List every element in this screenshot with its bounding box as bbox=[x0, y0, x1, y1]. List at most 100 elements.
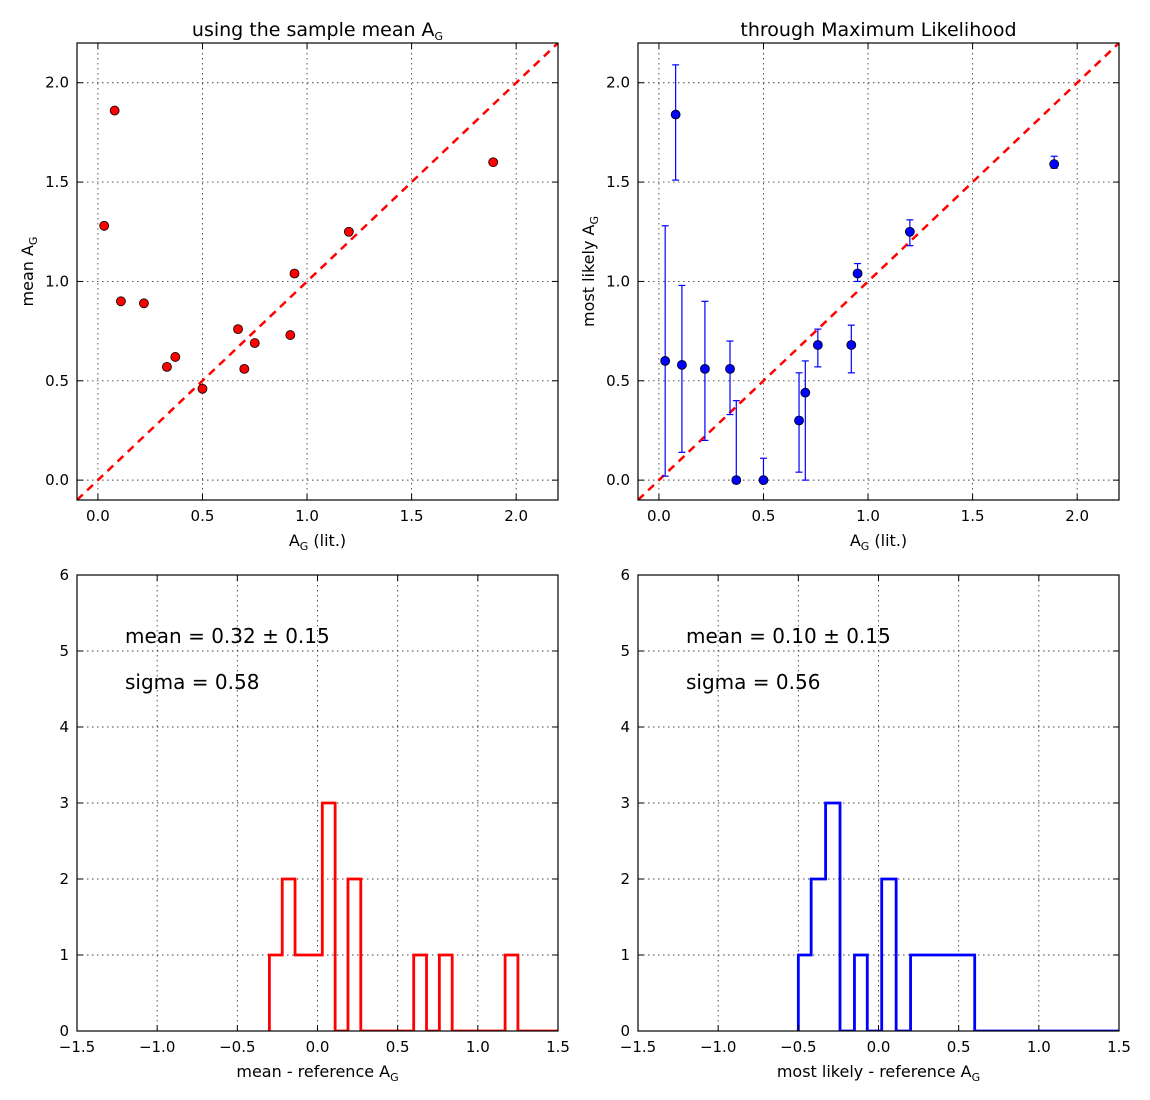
error-bar bbox=[801, 360, 809, 481]
x-tick-label: 0.0 bbox=[86, 507, 110, 525]
histogram-bin bbox=[911, 955, 924, 1031]
data-point bbox=[109, 105, 120, 116]
y-tick-label: 0 bbox=[620, 1022, 630, 1040]
histogram-bin bbox=[505, 955, 518, 1031]
gridlines bbox=[638, 575, 1119, 1031]
x-tick-label: −0.5 bbox=[219, 1038, 255, 1056]
x-axis-label: mean - reference AG bbox=[236, 1062, 398, 1084]
histogram-bin bbox=[322, 803, 335, 1031]
plot-area bbox=[796, 801, 1119, 1031]
data-point bbox=[170, 352, 181, 362]
y-tick-label: 5 bbox=[59, 642, 69, 660]
y-tick-label: 4 bbox=[620, 718, 630, 736]
x-tick-label: 1.5 bbox=[546, 1038, 570, 1056]
error-bar bbox=[672, 64, 680, 181]
data-point bbox=[139, 298, 149, 309]
chart-title: through Maximum Likelihood bbox=[740, 19, 1016, 41]
x-tick-label: 0.5 bbox=[386, 1038, 410, 1056]
x-tick-label: 1.0 bbox=[1027, 1038, 1051, 1056]
x-tick-label: 0.5 bbox=[947, 1038, 971, 1056]
x-tick-label: 0.0 bbox=[647, 507, 671, 525]
x-axis-label: AG (lit.) bbox=[289, 531, 346, 553]
y-tick-label: 0.5 bbox=[606, 372, 630, 390]
data-point bbox=[1049, 159, 1060, 170]
x-tick-label: 0.5 bbox=[191, 507, 215, 525]
x-tick-label: 2.0 bbox=[504, 507, 528, 525]
histogram-bin bbox=[938, 955, 952, 1031]
histogram-bin bbox=[826, 803, 840, 1031]
y-tick-label: 2 bbox=[620, 870, 630, 888]
gridlines bbox=[77, 43, 558, 500]
data-point bbox=[812, 340, 823, 350]
panel-p4: mean = 0.10 ± 0.15 sigma = 0.56 −1.5 −1.0 −0… bbox=[620, 566, 1131, 1084]
y-tick-label: 6 bbox=[620, 566, 630, 584]
histogram-bin bbox=[923, 955, 937, 1031]
y-tick-label: 1 bbox=[620, 946, 630, 964]
data-point bbox=[239, 363, 250, 374]
data-point bbox=[488, 157, 499, 168]
x-tick-label: 1.5 bbox=[400, 507, 424, 525]
x-tick-label: 1.0 bbox=[295, 507, 319, 525]
histogram-bin bbox=[348, 879, 361, 1031]
x-tick-label: −1.0 bbox=[139, 1038, 175, 1056]
x-tick-label: 2.0 bbox=[1065, 507, 1089, 525]
error-bar bbox=[726, 340, 734, 416]
x-tick-label: 0.0 bbox=[306, 1038, 330, 1056]
x-tick-label: −1.5 bbox=[59, 1038, 95, 1056]
panel-p2: 0.0 0.5 1.0 1.5 2.0 0.0 0.5 1.0 1.5 2.0 through Ma… bbox=[579, 19, 1120, 553]
data-point bbox=[794, 415, 804, 426]
x-tick-label: 1.0 bbox=[856, 507, 880, 525]
x-tick-label: −1.5 bbox=[620, 1038, 656, 1056]
y-tick-label: 1.0 bbox=[606, 272, 630, 290]
x-tick-label: 1.5 bbox=[961, 507, 985, 525]
data-point bbox=[99, 220, 110, 231]
x-axis-label: most likely - reference AG bbox=[777, 1062, 980, 1084]
y-tick-label: 2.0 bbox=[606, 74, 630, 92]
stat-mean: mean = 0.10 ± 0.15 bbox=[686, 624, 891, 648]
y-tick-label: 0.0 bbox=[45, 471, 69, 489]
histogram-bin bbox=[308, 955, 322, 1031]
x-tick-label: −0.5 bbox=[780, 1038, 816, 1056]
chart-title: using the sample mean AG bbox=[192, 19, 443, 43]
plot-area bbox=[638, 43, 1119, 500]
data-point bbox=[846, 340, 857, 350]
data-point bbox=[343, 226, 354, 237]
x-axis-label: AG (lit.) bbox=[850, 531, 907, 553]
histogram-step bbox=[796, 801, 1119, 1031]
histogram-bin bbox=[854, 955, 867, 1031]
y-tick-label: 6 bbox=[59, 566, 69, 584]
y-tick-label: 0.0 bbox=[606, 471, 630, 489]
histogram-bin bbox=[269, 955, 282, 1031]
x-tick-label: 0.0 bbox=[867, 1038, 891, 1056]
data-point bbox=[249, 338, 260, 348]
data-point bbox=[116, 296, 126, 307]
y-tick-label: 1.0 bbox=[45, 272, 69, 290]
data-point bbox=[725, 363, 735, 374]
data-point bbox=[700, 363, 710, 374]
data-point bbox=[162, 361, 172, 372]
y-tick-label: 3 bbox=[620, 794, 630, 812]
data-point bbox=[285, 330, 296, 340]
data-point bbox=[660, 356, 671, 366]
x-tick-label: −1.0 bbox=[700, 1038, 736, 1056]
y-tick-label: 1 bbox=[59, 946, 69, 964]
axes-frame bbox=[637, 42, 1120, 501]
y-tick-label: 1.5 bbox=[45, 173, 69, 191]
stat-sigma: sigma = 0.58 bbox=[125, 670, 259, 694]
y-tick-label: 3 bbox=[59, 794, 69, 812]
y-tick-label: 2 bbox=[59, 870, 69, 888]
reference-line bbox=[638, 43, 1119, 500]
plot-area bbox=[268, 801, 558, 1031]
axes-frame bbox=[76, 42, 559, 501]
gridlines bbox=[638, 43, 1119, 500]
reference-line bbox=[77, 43, 558, 500]
histogram-step bbox=[268, 801, 558, 1031]
histogram-bin bbox=[295, 955, 308, 1031]
data-point bbox=[904, 226, 915, 237]
data-point bbox=[731, 475, 742, 486]
y-tick-label: 4 bbox=[59, 718, 69, 736]
data-point bbox=[677, 359, 687, 370]
y-tick-label: 2.0 bbox=[45, 74, 69, 92]
histogram-bin bbox=[439, 955, 452, 1031]
